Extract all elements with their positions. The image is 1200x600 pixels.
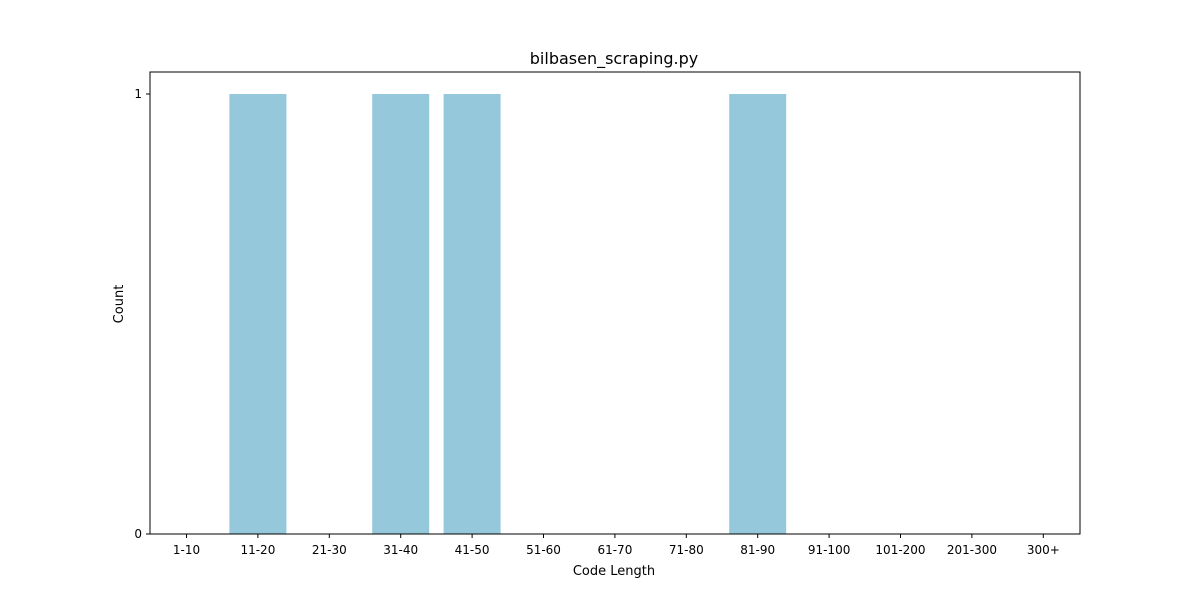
y-axis-ticks: 01 [134,87,150,541]
x-tick-label: 91-100 [808,543,851,557]
x-axis-ticks: 1-10 11-20 21-30 31-40 41-50 51-60 61-70 71-80 8… [173,534,1060,557]
x-tick-label: 101-200 [875,543,925,557]
x-tick-label: 61-70 [597,543,632,557]
x-tick-label: 41-50 [455,543,490,557]
x-tick-label: 300+ [1027,543,1060,557]
x-tick-label: 21-30 [312,543,347,557]
bar-41-50 [443,94,501,534]
x-tick-label: 71-80 [669,543,704,557]
x-tick-label: 31-40 [383,543,418,557]
x-tick-label: 11-20 [240,543,275,557]
chart-title: bilbasen_scraping.py [530,49,698,69]
bar-81-90 [729,94,787,534]
y-tick-label: 1 [134,87,142,101]
x-tick-label: 51-60 [526,543,561,557]
x-axis-label: Code Length [573,564,655,579]
x-tick-label: 81-90 [740,543,775,557]
y-axis-label: Count [112,285,127,324]
bars-group [229,94,787,534]
x-tick-label: 1-10 [173,543,200,557]
plot-frame [149,71,1081,535]
y-tick-label: 0 [134,527,142,541]
bar-11-20 [229,94,287,534]
bar-31-40 [372,94,430,534]
x-tick-label: 201-300 [947,543,997,557]
